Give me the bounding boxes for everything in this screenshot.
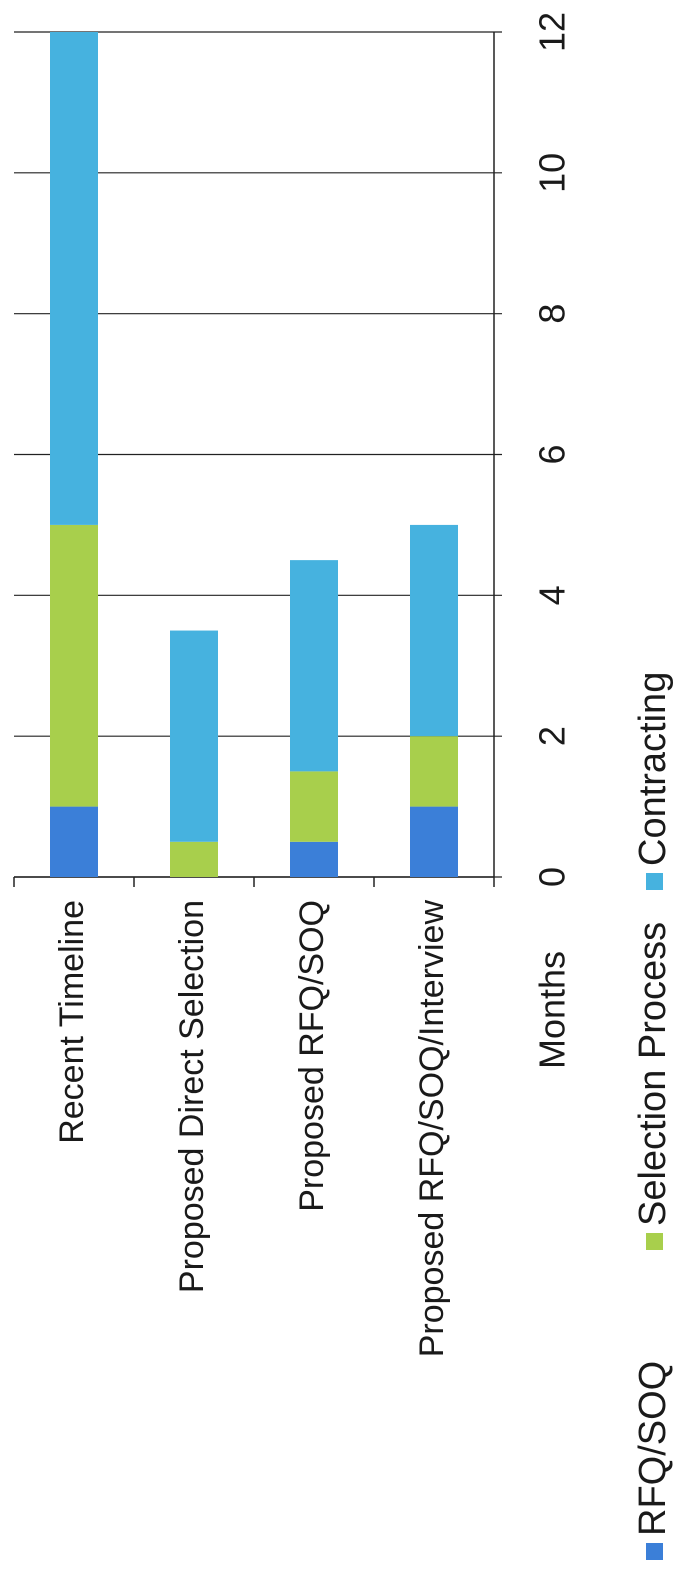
y-tick-label: 0 xyxy=(532,867,573,887)
x-tick-label: Proposed RFQ/SOQ/Interview xyxy=(413,900,451,1358)
bar-segment xyxy=(170,630,218,842)
bar-segment xyxy=(50,32,98,525)
x-tick-label: Proposed Direct Selection xyxy=(173,900,211,1293)
x-tick-label: Recent Timeline xyxy=(53,900,91,1144)
bar-segment xyxy=(410,524,458,737)
legend-swatch xyxy=(646,873,663,890)
y-tick-label: 4 xyxy=(532,585,573,605)
legend-swatch xyxy=(646,1543,663,1560)
x-tick-label: Proposed RFQ/SOQ xyxy=(293,900,331,1212)
legend: RFQ/SOQ Selection Process Contracting xyxy=(632,672,674,1560)
axis-title: Months xyxy=(532,951,573,1069)
y-tick-label: 10 xyxy=(532,153,573,193)
bar-segment xyxy=(50,806,98,877)
legend-label: RFQ/SOQ xyxy=(632,1361,674,1536)
legend-swatch xyxy=(646,1233,663,1250)
y-tick-label: 8 xyxy=(532,304,573,324)
bar-segment xyxy=(50,524,98,807)
bar-segment xyxy=(290,841,338,877)
legend-label: Selection Process xyxy=(632,922,674,1226)
bar-segment xyxy=(410,736,458,807)
bar-segment xyxy=(410,806,458,877)
bar-segment xyxy=(290,560,338,772)
bar-segment xyxy=(170,841,218,877)
bar-segment xyxy=(290,771,338,842)
legend-label: Contracting xyxy=(632,672,674,866)
y-tick-label: 12 xyxy=(532,12,573,52)
y-tick-label: 6 xyxy=(532,444,573,464)
y-tick-label: 2 xyxy=(532,726,573,746)
